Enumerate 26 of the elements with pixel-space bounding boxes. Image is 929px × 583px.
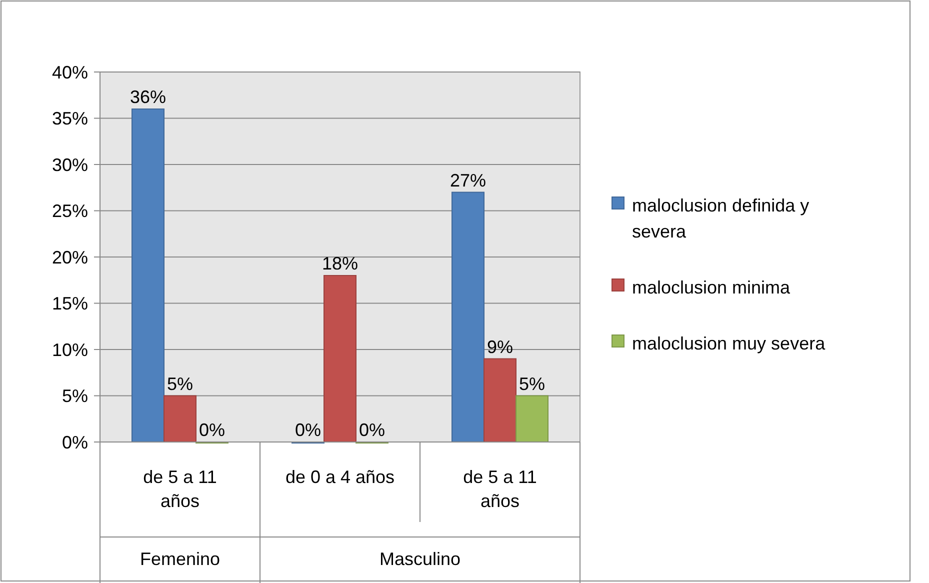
y-tick-label: 25% xyxy=(52,201,88,222)
text: Femenino xyxy=(140,549,220,569)
data-label: 0% xyxy=(358,420,386,440)
data-label: 5% xyxy=(518,374,546,394)
data-label: 9% xyxy=(486,336,514,357)
x-tick-label: de 5 a 11 años xyxy=(143,467,217,511)
data-label: 5% xyxy=(166,374,194,394)
x-tick-label: de 5 a 11 años xyxy=(463,467,537,511)
y-tick-label: 10% xyxy=(52,340,88,360)
y-tick-label: 5% xyxy=(62,386,88,406)
y-tick-label: 0% xyxy=(62,432,88,452)
legend-label: maloclusion muy severa xyxy=(632,333,826,354)
data-label: 0% xyxy=(294,420,322,440)
legend-label: maloclusion minima xyxy=(632,277,792,298)
y-tick-label: 35% xyxy=(52,108,88,129)
legend-label: maloclusion definida y severa xyxy=(632,195,810,242)
x-tick-label: de 0 a 4 años xyxy=(285,467,395,487)
y-tick-label: 20% xyxy=(52,247,88,268)
text: Masculino xyxy=(379,549,461,569)
y-tick-label: 15% xyxy=(52,294,88,314)
y-tick-label: 30% xyxy=(52,154,88,175)
data-label: 0% xyxy=(198,420,226,440)
data-label: 36% xyxy=(130,87,166,107)
data-label: 18% xyxy=(322,254,358,274)
data-label: 27% xyxy=(450,170,486,190)
y-tick-label: 40% xyxy=(52,62,88,82)
